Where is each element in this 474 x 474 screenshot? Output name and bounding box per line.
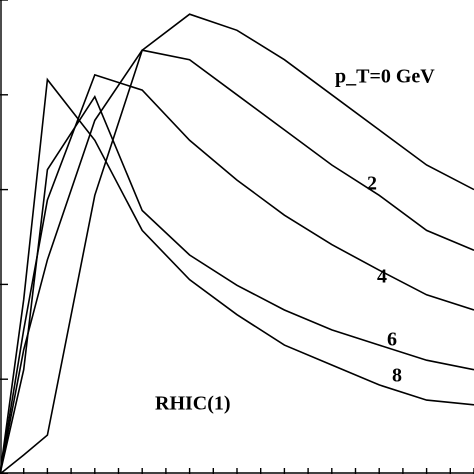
curve [0, 49, 474, 474]
curve-label: 6 [387, 329, 397, 351]
annotation: RHIC(1) [155, 393, 231, 415]
curve-label: 4 [377, 266, 387, 288]
curve [0, 94, 474, 474]
curve-label: 2 [367, 173, 377, 195]
curve-label: p_T=0 GeV [335, 66, 435, 88]
curve-label: 8 [392, 365, 402, 387]
curve [0, 73, 474, 474]
curve [0, 13, 474, 474]
curve [0, 77, 474, 474]
